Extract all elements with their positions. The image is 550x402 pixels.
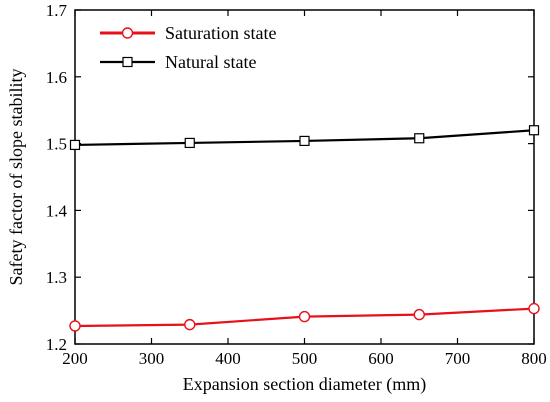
legend-marker — [122, 56, 133, 68]
y-tick-label: 1.4 — [46, 201, 68, 220]
data-point — [414, 133, 425, 144]
data-point — [298, 310, 311, 323]
data-point — [184, 137, 195, 149]
y-tick-label: 1.3 — [46, 268, 67, 287]
legend-label: Natural state — [165, 52, 256, 72]
plot-frame — [74, 9, 535, 345]
y-tick-label: 1.7 — [46, 1, 68, 20]
legend-label: Saturation state — [165, 23, 276, 43]
x-tick-label: 500 — [292, 349, 318, 368]
y-tick-label: 1.2 — [46, 335, 67, 354]
y-tick-label: 1.5 — [46, 135, 67, 154]
y-tick-label: 1.6 — [46, 68, 67, 87]
data-point — [528, 125, 540, 136]
x-tick-label: 400 — [215, 349, 241, 368]
plot-area: 200 300 400 500 600 700 800 1.2 1.3 1.4 1.5 1.6 1.7 S… — [46, 1, 547, 368]
x-tick-label: 600 — [368, 349, 394, 368]
y-axis-title: Safety factor of slope stability — [6, 69, 26, 286]
x-tick-label: 300 — [139, 349, 165, 368]
x-tick-label: 800 — [521, 349, 547, 368]
data-point — [184, 318, 196, 331]
x-tick-label: 700 — [445, 349, 471, 368]
legend-marker — [121, 27, 134, 39]
data-point — [69, 320, 81, 332]
legend-entry: Natural state — [100, 52, 256, 72]
x-tick-label: 200 — [62, 349, 88, 368]
data-point — [299, 135, 310, 147]
data-point — [413, 308, 425, 321]
data-point — [69, 139, 81, 151]
x-axis-title: Expansion section diameter (mm) — [183, 374, 426, 395]
data-point — [528, 302, 540, 315]
legend-entry: Saturation state — [100, 23, 276, 43]
